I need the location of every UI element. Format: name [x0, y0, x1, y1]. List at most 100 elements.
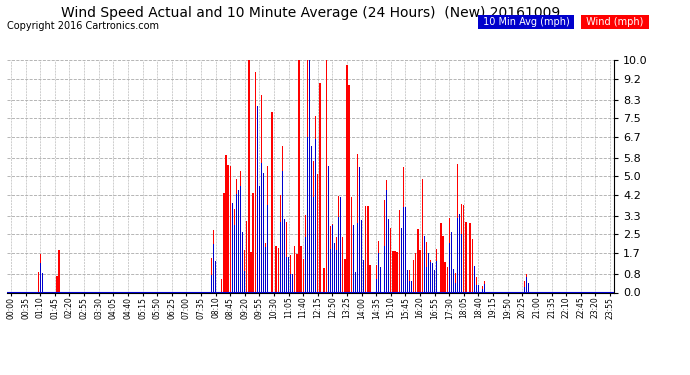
Bar: [471, 239, 473, 292]
Bar: [388, 257, 389, 292]
Text: Wind Speed Actual and 10 Minute Average (24 Hours)  (New) 20161009: Wind Speed Actual and 10 Minute Average …: [61, 6, 560, 20]
Bar: [244, 250, 246, 292]
Bar: [267, 166, 268, 292]
Bar: [482, 286, 483, 292]
Bar: [365, 206, 366, 292]
Bar: [405, 248, 406, 292]
Bar: [303, 260, 304, 292]
Text: Wind (mph): Wind (mph): [583, 17, 647, 27]
Bar: [277, 248, 279, 292]
Bar: [526, 274, 527, 292]
Bar: [426, 242, 427, 292]
Bar: [461, 204, 462, 292]
Bar: [430, 260, 431, 292]
Bar: [463, 205, 464, 292]
Bar: [259, 232, 260, 292]
Bar: [440, 223, 442, 292]
Bar: [476, 277, 477, 292]
Bar: [286, 222, 287, 292]
Bar: [361, 260, 362, 292]
Bar: [39, 255, 41, 292]
Bar: [384, 200, 385, 292]
Bar: [422, 179, 423, 292]
Bar: [369, 265, 371, 292]
Bar: [377, 242, 379, 292]
Bar: [257, 141, 258, 292]
Bar: [232, 241, 233, 292]
Bar: [279, 195, 281, 292]
Bar: [282, 146, 283, 292]
Bar: [324, 268, 325, 292]
Bar: [311, 232, 312, 292]
Bar: [290, 255, 291, 292]
Bar: [309, 60, 310, 292]
Bar: [336, 237, 337, 292]
Bar: [417, 230, 419, 292]
Bar: [298, 60, 299, 292]
Bar: [420, 251, 421, 292]
Bar: [469, 223, 471, 292]
Bar: [346, 64, 348, 292]
Bar: [353, 252, 354, 292]
Bar: [332, 224, 333, 292]
Bar: [330, 226, 331, 292]
Bar: [326, 60, 327, 292]
Bar: [328, 272, 329, 292]
Bar: [342, 237, 344, 292]
Bar: [213, 230, 214, 292]
Bar: [436, 249, 437, 292]
Bar: [263, 251, 264, 292]
Bar: [459, 265, 460, 292]
Bar: [401, 247, 402, 292]
Bar: [250, 252, 252, 292]
Bar: [367, 206, 368, 292]
Bar: [399, 210, 400, 292]
Bar: [340, 197, 342, 292]
Bar: [255, 72, 256, 292]
Bar: [313, 161, 314, 292]
Bar: [444, 262, 446, 292]
Bar: [271, 112, 273, 292]
Bar: [446, 267, 448, 292]
Bar: [221, 279, 222, 292]
Bar: [253, 193, 254, 292]
Bar: [315, 116, 316, 292]
Bar: [432, 267, 433, 292]
Bar: [363, 260, 364, 292]
Bar: [305, 215, 306, 292]
Text: Copyright 2016 Cartronics.com: Copyright 2016 Cartronics.com: [7, 21, 159, 31]
Bar: [457, 164, 458, 292]
Bar: [338, 196, 339, 292]
Bar: [300, 246, 302, 292]
Bar: [344, 258, 346, 292]
Bar: [465, 222, 466, 292]
Bar: [357, 154, 358, 292]
Bar: [448, 218, 450, 292]
Bar: [413, 260, 415, 292]
Bar: [434, 274, 435, 292]
Bar: [238, 201, 239, 292]
Bar: [351, 196, 352, 292]
Bar: [403, 167, 404, 292]
Bar: [240, 171, 241, 292]
Bar: [275, 246, 277, 292]
Bar: [248, 60, 250, 292]
Bar: [359, 180, 360, 292]
Bar: [236, 178, 237, 292]
Bar: [296, 254, 297, 292]
Bar: [428, 263, 429, 292]
Bar: [334, 263, 335, 292]
Bar: [37, 272, 39, 292]
Bar: [261, 95, 262, 292]
Bar: [484, 281, 485, 292]
Bar: [265, 243, 266, 292]
Bar: [415, 253, 417, 292]
Bar: [451, 246, 452, 292]
Bar: [375, 265, 377, 292]
Bar: [386, 180, 387, 292]
Text: 10 Min Avg (mph): 10 Min Avg (mph): [480, 17, 573, 27]
Bar: [307, 60, 308, 292]
Bar: [455, 273, 456, 292]
Bar: [442, 236, 444, 292]
Bar: [246, 221, 248, 292]
